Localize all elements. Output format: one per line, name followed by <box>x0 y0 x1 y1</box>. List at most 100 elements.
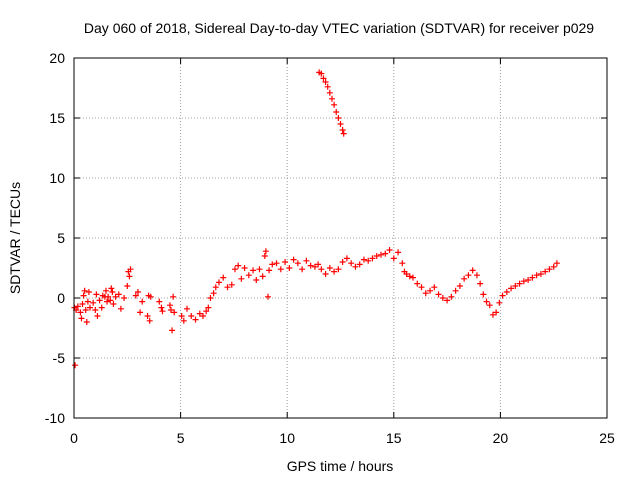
grid-lines <box>74 58 607 418</box>
data-point <box>299 266 306 273</box>
data-point <box>390 255 397 262</box>
data-point <box>134 289 141 295</box>
data-point <box>324 83 331 90</box>
data-point <box>139 298 146 305</box>
data-point <box>166 302 173 309</box>
data-point <box>550 263 557 270</box>
data-point <box>183 305 190 312</box>
data-point <box>92 307 99 313</box>
data-point <box>192 316 199 323</box>
data-point <box>180 317 187 324</box>
data-point <box>529 274 536 281</box>
data-point <box>205 304 212 311</box>
data-point <box>224 284 231 291</box>
data-points <box>71 69 560 369</box>
data-point <box>373 253 380 259</box>
data-point <box>365 257 372 264</box>
data-point <box>85 289 92 295</box>
data-point <box>81 287 88 294</box>
data-point <box>382 250 389 257</box>
data-point <box>171 309 178 316</box>
data-point <box>158 304 165 311</box>
data-point <box>318 70 325 77</box>
data-point <box>203 308 210 315</box>
data-point <box>409 274 416 281</box>
data-point <box>90 299 97 306</box>
y-tick-label: 10 <box>49 170 65 186</box>
y-tick-label: -5 <box>53 350 66 366</box>
axis-ticks: 0 5 10 15 20 25 -10 -5 0 5 10 15 20 <box>45 50 615 446</box>
data-point <box>439 295 446 301</box>
data-point <box>399 260 406 267</box>
data-point <box>477 280 484 287</box>
data-point <box>422 290 429 297</box>
x-tick-label: 25 <box>599 430 615 446</box>
data-point <box>93 291 100 298</box>
data-point <box>207 295 214 301</box>
data-point <box>112 293 119 300</box>
data-point <box>431 284 438 291</box>
data-point <box>72 362 79 369</box>
data-point <box>322 79 329 85</box>
data-point <box>170 293 177 300</box>
y-axis-label: SDTVAR / TECUs <box>7 182 23 294</box>
data-point <box>331 101 338 108</box>
data-point <box>231 266 238 273</box>
data-point <box>348 260 355 267</box>
data-point <box>465 272 472 279</box>
data-point <box>79 301 86 307</box>
data-point <box>212 284 219 291</box>
data-point <box>256 266 263 273</box>
data-point <box>508 285 515 292</box>
data-point <box>146 317 153 324</box>
data-point <box>261 253 268 259</box>
data-point <box>121 295 128 301</box>
data-point <box>320 75 327 82</box>
data-point <box>241 265 248 271</box>
data-point <box>273 260 280 267</box>
data-point <box>369 255 376 262</box>
data-point <box>84 298 91 305</box>
data-point <box>147 293 154 300</box>
data-point <box>132 292 139 299</box>
data-point <box>489 311 496 318</box>
data-point <box>94 313 101 319</box>
data-point <box>553 260 560 267</box>
data-point <box>461 275 468 282</box>
data-point <box>360 256 367 263</box>
data-point <box>520 278 527 285</box>
y-tick-label: 5 <box>57 230 65 246</box>
data-point <box>215 279 222 286</box>
data-point <box>469 267 476 274</box>
x-tick-label: 0 <box>70 430 78 446</box>
data-point <box>503 289 510 295</box>
data-point <box>395 249 402 256</box>
data-point <box>78 315 85 322</box>
y-tick-label: 15 <box>49 110 65 126</box>
data-point <box>238 275 245 282</box>
data-point <box>444 297 451 304</box>
y-tick-label: 20 <box>49 50 65 66</box>
data-point <box>480 291 487 298</box>
y-tick-label: -10 <box>45 410 65 426</box>
data-point <box>326 89 333 96</box>
data-point <box>259 273 266 280</box>
data-point <box>235 262 242 269</box>
data-point <box>96 297 103 304</box>
data-point <box>98 304 105 311</box>
data-point <box>340 130 347 137</box>
data-point <box>86 304 93 311</box>
data-point <box>250 267 257 274</box>
x-tick-label: 20 <box>493 430 509 446</box>
data-point <box>124 283 131 289</box>
data-point <box>126 273 133 280</box>
chart-title: Day 060 of 2018, Sidereal Day-to-day VTE… <box>84 20 594 36</box>
data-point <box>74 303 81 310</box>
x-tick-label: 10 <box>279 430 295 446</box>
data-point <box>546 266 553 273</box>
data-point <box>378 251 385 258</box>
data-point <box>326 265 333 271</box>
data-point <box>473 272 480 279</box>
